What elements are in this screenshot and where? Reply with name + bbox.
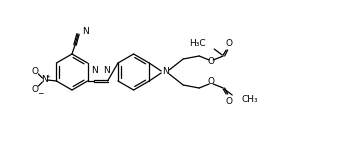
Text: O: O (226, 38, 233, 47)
Text: O: O (32, 85, 39, 94)
Text: O: O (32, 66, 39, 76)
Text: CH₃: CH₃ (241, 96, 258, 105)
Text: N: N (162, 67, 169, 77)
Text: N: N (91, 66, 98, 75)
Text: N: N (82, 27, 89, 36)
Text: N: N (41, 76, 48, 85)
Text: O: O (208, 57, 215, 66)
Text: N: N (103, 66, 110, 75)
Text: +: + (46, 74, 51, 79)
Text: H₃C: H₃C (190, 39, 206, 48)
Text: O: O (226, 97, 233, 106)
Text: −: − (37, 90, 44, 99)
Text: O: O (208, 78, 215, 87)
